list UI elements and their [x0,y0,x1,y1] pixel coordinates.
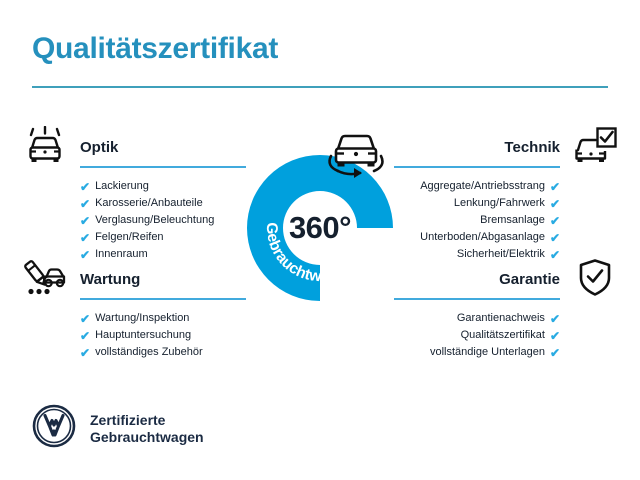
section-title: Garantie [499,271,560,288]
check-icon: ✔ [549,247,560,262]
check-icon: ✔ [549,196,560,211]
list-item-label: Aggregate/Antriebsstrang [420,180,545,192]
list-item: ✔ Wartung/Inspektion [80,310,254,327]
section-list: ✔ Lackierung ✔ Karosserie/Anbauteile ✔ Verg… [22,178,254,263]
section-technik: Technik ✔ Aggregate/Antriebsstrang ✔ Lenku… [386,126,618,263]
list-item: ✔ Hauptuntersuchung [80,327,254,344]
vw-logo [32,404,76,453]
section-title: Wartung [80,271,141,288]
check-icon: ✔ [80,311,91,326]
section-list: ✔ Aggregate/Antriebsstrang ✔ Lenkung/Fahrw… [386,178,618,263]
list-item-label: Karosserie/Anbauteile [95,197,203,209]
list-item-label: vollständiges Zubehör [95,346,203,358]
section-list: ✔ Garantienachweis ✔ Qualitätszertifikat ✔… [386,310,618,361]
list-item-label: Wartung/Inspektion [95,312,190,324]
page-title: Qualitätszertifikat [32,32,279,65]
list-item: ✔ Unterboden/Abgasanlage [386,229,560,246]
check-icon: ✔ [80,196,91,211]
section-wartung: Wartung ✔ Wartung/Inspektion ✔ Hauptunters… [22,258,254,361]
car-service-pen-icon [22,258,68,300]
list-item-label: Lackierung [95,180,149,192]
section-optik: Optik ✔ Lackierung ✔ Karosserie/Anbauteile… [22,126,254,263]
section-divider [394,298,560,300]
check-icon: ✔ [549,230,560,245]
check-icon: ✔ [549,179,560,194]
list-item: ✔ Karosserie/Anbauteile [80,195,254,212]
list-item: ✔ Qualitätszertifikat [386,327,560,344]
footer-text: Zertifizierte Gebrauchtwagen [90,412,204,446]
list-item-label: Innenraum [95,248,148,260]
section-header: Technik [386,126,618,172]
badge-center-label: 360° [288,210,352,245]
list-item: ✔ Felgen/Reifen [80,229,254,246]
section-list: ✔ Wartung/Inspektion ✔ Hauptuntersuchung ✔… [22,310,254,361]
check-icon: ✔ [80,213,91,228]
list-item-label: Verglasung/Beleuchtung [95,214,215,226]
check-icon: ✔ [549,328,560,343]
check-icon: ✔ [80,230,91,245]
list-item-label: Qualitätszertifikat [460,329,545,341]
title-divider [32,86,608,88]
section-header: Optik [22,126,254,172]
check-icon: ✔ [80,345,91,360]
section-divider [80,166,246,168]
list-item: ✔ vollständige Unterlagen [386,344,560,361]
section-header: Wartung [22,258,254,304]
list-item: ✔ vollständiges Zubehör [80,344,254,361]
section-title: Optik [80,139,119,156]
car-shine-icon [22,126,68,168]
list-item-label: Lenkung/Fahrwerk [453,197,545,209]
section-title: Technik [504,139,560,156]
section-divider [80,298,246,300]
shield-check-icon [572,258,618,300]
list-item: ✔ Lackierung [80,178,254,195]
badge-360-gebrauchtwagen-check: Gebrauchtwagen-Check 360° [244,134,396,304]
list-item: ✔ Garantienachweis [386,310,560,327]
list-item-label: Sicherheit/Elektrik [456,248,545,260]
section-garantie: Garantie ✔ Garantienachweis ✔ Qualitätszer… [386,258,618,361]
check-icon: ✔ [80,328,91,343]
section-header: Garantie [386,258,618,304]
check-icon: ✔ [549,311,560,326]
list-item-label: Bremsanlage [480,214,545,226]
list-item: ✔ Innenraum [80,246,254,263]
list-item-label: Garantienachweis [456,312,545,324]
list-item: ✔ Aggregate/Antriebsstrang [386,178,560,195]
section-divider [394,166,560,168]
list-item: ✔ Verglasung/Beleuchtung [80,212,254,229]
check-icon: ✔ [549,213,560,228]
list-item: ✔ Lenkung/Fahrwerk [386,195,560,212]
car-checkbox-icon [572,126,618,168]
check-icon: ✔ [80,179,91,194]
list-item-label: Felgen/Reifen [95,231,164,243]
list-item-label: Unterboden/Abgasanlage [420,231,545,243]
check-icon: ✔ [549,345,560,360]
check-icon: ✔ [80,247,91,262]
list-item-label: vollständige Unterlagen [429,346,545,358]
footer-line-1: Zertifizierte [90,411,166,428]
footer-branding: Zertifizierte Gebrauchtwagen [32,404,204,453]
list-item: ✔ Bremsanlage [386,212,560,229]
footer-line-2: Gebrauchtwagen [90,428,204,445]
list-item-label: Hauptuntersuchung [95,329,192,341]
list-item: ✔ Sicherheit/Elektrik [386,246,560,263]
